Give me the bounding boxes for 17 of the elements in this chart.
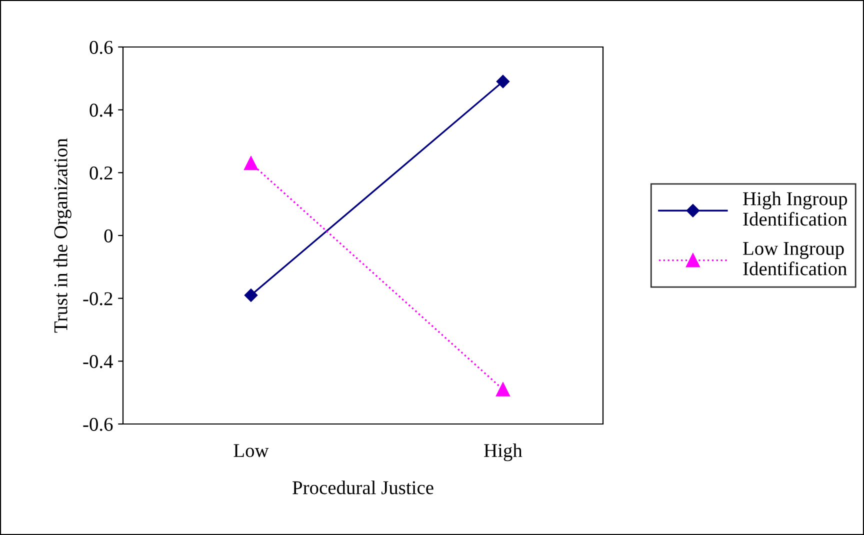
y-axis-title: Trust in the Organization (54, 138, 72, 333)
y-tick-label: -0.6 (83, 418, 113, 432)
point (496, 74, 510, 88)
point (496, 382, 510, 396)
x-tick-label: Low (234, 444, 269, 458)
x-axis-title: Procedural Justice (292, 480, 434, 494)
x-tick-label: High (484, 443, 522, 462)
legend-label: Low Ingroup Identification (743, 242, 847, 276)
point (244, 156, 258, 170)
y-tick-label: 0.4 (90, 104, 113, 117)
y-tick-label: 0.2 (90, 166, 112, 180)
y-tick-label: -0.2 (83, 292, 112, 306)
legend-label: High Ingroup Identification (743, 192, 848, 226)
y-tick-label: -0.4 (83, 354, 113, 368)
y-tick-label: 0 (104, 229, 113, 242)
point (244, 288, 258, 302)
y-tick-label: 0.6 (90, 40, 113, 54)
